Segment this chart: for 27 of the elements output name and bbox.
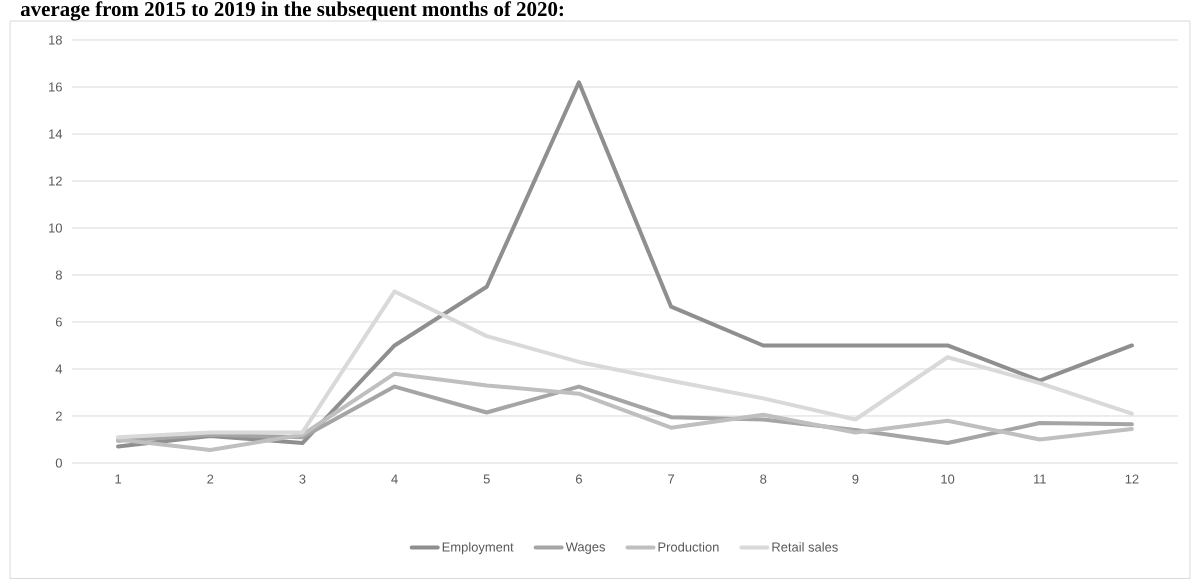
- x-tick-label: 5: [483, 474, 490, 484]
- x-tick-label: 3: [299, 474, 306, 484]
- x-tick-label: 12: [1125, 474, 1139, 484]
- x-tick-label: 6: [575, 474, 582, 484]
- y-tick-label: 6: [55, 317, 62, 327]
- y-tick-label: 10: [49, 223, 62, 233]
- legend-label: Production: [658, 542, 719, 552]
- legend-label: Retail sales: [772, 542, 838, 552]
- y-tick-label: 2: [55, 411, 62, 421]
- y-tick-label: 0: [55, 458, 62, 468]
- x-tick-label: 1: [115, 474, 122, 484]
- x-tick-label: 9: [852, 474, 859, 484]
- x-tick-label: 7: [668, 474, 675, 484]
- y-tick-label: 8: [55, 270, 62, 280]
- y-tick-label: 14: [49, 129, 63, 139]
- x-tick-label: 11: [1034, 474, 1046, 484]
- legend-label: Wages: [565, 542, 606, 554]
- y-tick-label: 12: [49, 176, 62, 186]
- y-tick-label: 16: [49, 82, 62, 92]
- y-tick-label: 4: [55, 364, 63, 374]
- x-tick-label: 8: [760, 474, 767, 484]
- x-tick-label: 4: [391, 474, 398, 484]
- x-tick-label: 2: [207, 474, 214, 484]
- x-tick-label: 10: [941, 474, 955, 484]
- y-tick-label: 18: [49, 35, 62, 45]
- chart-title: average from 2015 to 2019 in the subsequent months of 2020:: [20, 1, 564, 21]
- legend-label: Employment: [442, 542, 514, 555]
